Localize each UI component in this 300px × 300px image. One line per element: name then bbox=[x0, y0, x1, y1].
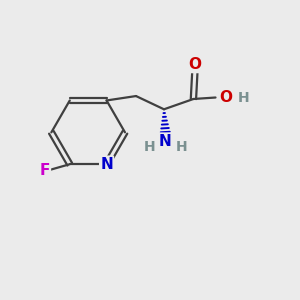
Text: O: O bbox=[219, 90, 232, 105]
Text: H: H bbox=[238, 91, 249, 104]
Text: O: O bbox=[188, 57, 201, 72]
Text: H: H bbox=[176, 140, 188, 154]
Text: N: N bbox=[100, 157, 113, 172]
Text: F: F bbox=[40, 163, 50, 178]
Text: H: H bbox=[143, 140, 155, 154]
Text: N: N bbox=[159, 134, 172, 148]
